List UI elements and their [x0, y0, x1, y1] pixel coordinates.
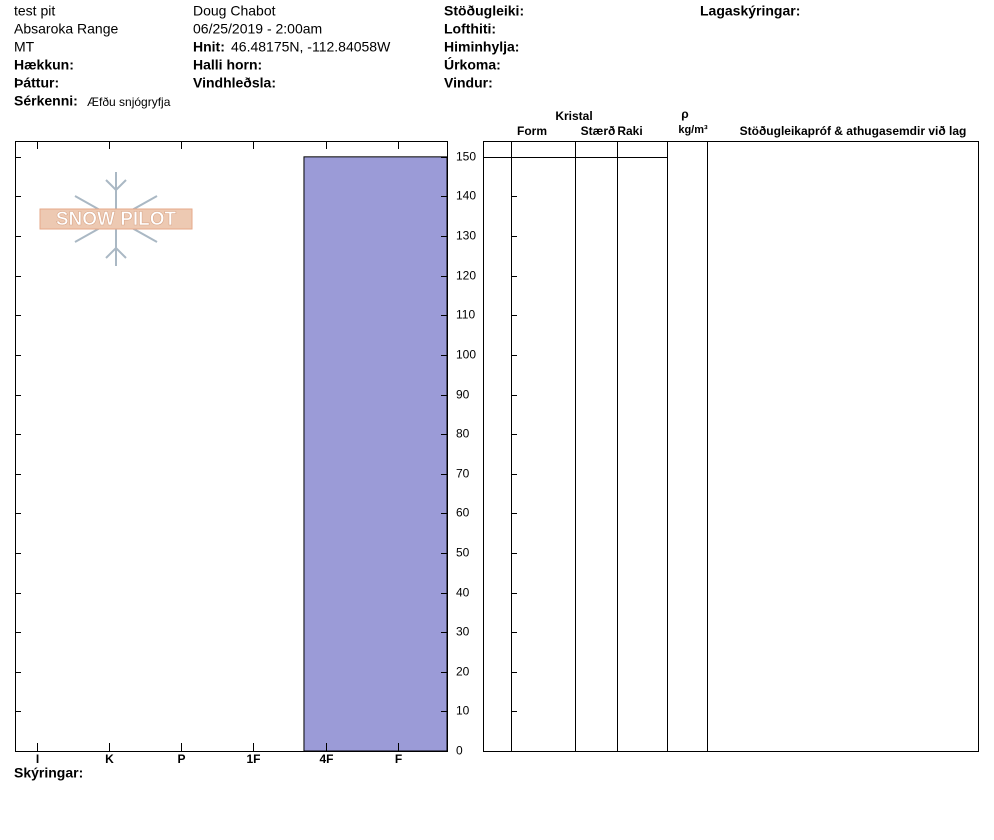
form-header: Form: [517, 124, 547, 138]
y-tick-label: 30: [456, 625, 470, 639]
y-tick-label: 40: [456, 586, 470, 600]
x-tick-label: P: [177, 752, 185, 766]
y-tick-label: 90: [456, 388, 470, 402]
table-frame: [483, 141, 979, 752]
air-temp-label: Lofthiti:: [444, 21, 496, 37]
y-tick-label: 20: [456, 665, 470, 679]
y-tick-label: 70: [456, 467, 470, 481]
specifics-value: Æfðu snjógryfja: [87, 95, 171, 109]
coords-value: 46.48175N, -112.84058W: [231, 39, 391, 55]
y-tick-label: 10: [456, 704, 470, 718]
stability-label: Stöðugleiki:: [444, 3, 524, 19]
density-symbol: ρ: [681, 107, 688, 121]
moisture-header: Raki: [617, 124, 642, 138]
datetime: 06/25/2019 - 2:00am: [193, 21, 322, 37]
pit-name: test pit: [14, 3, 55, 19]
x-tick-label: I: [36, 752, 39, 766]
comments-header: Stöðugleikapróf & athugasemdir við lag: [740, 124, 967, 138]
slope-label: Halli horn:: [193, 57, 262, 73]
precip-label: Úrkoma:: [444, 56, 501, 73]
y-tick-label: 130: [456, 229, 476, 243]
x-tick-label: 1F: [246, 752, 260, 766]
y-tick-label: 110: [456, 308, 475, 322]
aspect-label: Þáttur:: [14, 75, 59, 91]
density-unit: kg/m³: [678, 124, 708, 136]
state: MT: [14, 39, 35, 55]
y-tick-label: 140: [456, 189, 476, 203]
range: Absaroka Range: [14, 21, 119, 37]
y-tick-label: 100: [456, 348, 476, 362]
elevation-label: Hækkun:: [14, 57, 74, 73]
notes-label: Skýringar:: [14, 765, 83, 781]
logo: [39, 172, 193, 266]
x-tick-label: F: [395, 752, 402, 766]
coords-label: Hnit:: [193, 39, 225, 55]
y-tick-label: 60: [456, 506, 470, 520]
size-header: Stærð: [581, 124, 616, 138]
profile-table: [483, 141, 979, 752]
x-tick-label: K: [105, 752, 114, 766]
sky-label: Himinhylja:: [444, 39, 519, 55]
wind-loading-label: Vindhleðsla:: [193, 75, 276, 91]
x-tick-label: 4F: [319, 752, 333, 766]
y-tick-label: 0: [456, 744, 463, 758]
y-tick-label: 50: [456, 546, 470, 560]
hardness-layer: [303, 156, 448, 752]
y-tick-label: 150: [456, 150, 476, 164]
y-tick-label: 80: [456, 427, 470, 441]
layer-notes-label: Lagaskýringar:: [700, 3, 800, 19]
plot-frame: [15, 141, 448, 752]
specifics-label: Sérkenni:: [14, 93, 78, 109]
observer: Doug Chabot: [193, 3, 276, 19]
logo-text: SNOW PILOT: [56, 209, 177, 230]
wind-label: Vindur:: [444, 75, 493, 91]
y-tick-label: 120: [456, 269, 476, 283]
crystal-group-header: Kristal: [555, 109, 592, 123]
